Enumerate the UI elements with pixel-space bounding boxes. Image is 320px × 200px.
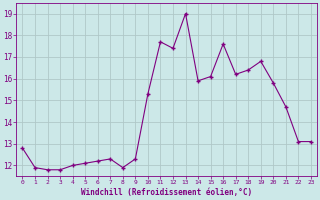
- X-axis label: Windchill (Refroidissement éolien,°C): Windchill (Refroidissement éolien,°C): [81, 188, 252, 197]
